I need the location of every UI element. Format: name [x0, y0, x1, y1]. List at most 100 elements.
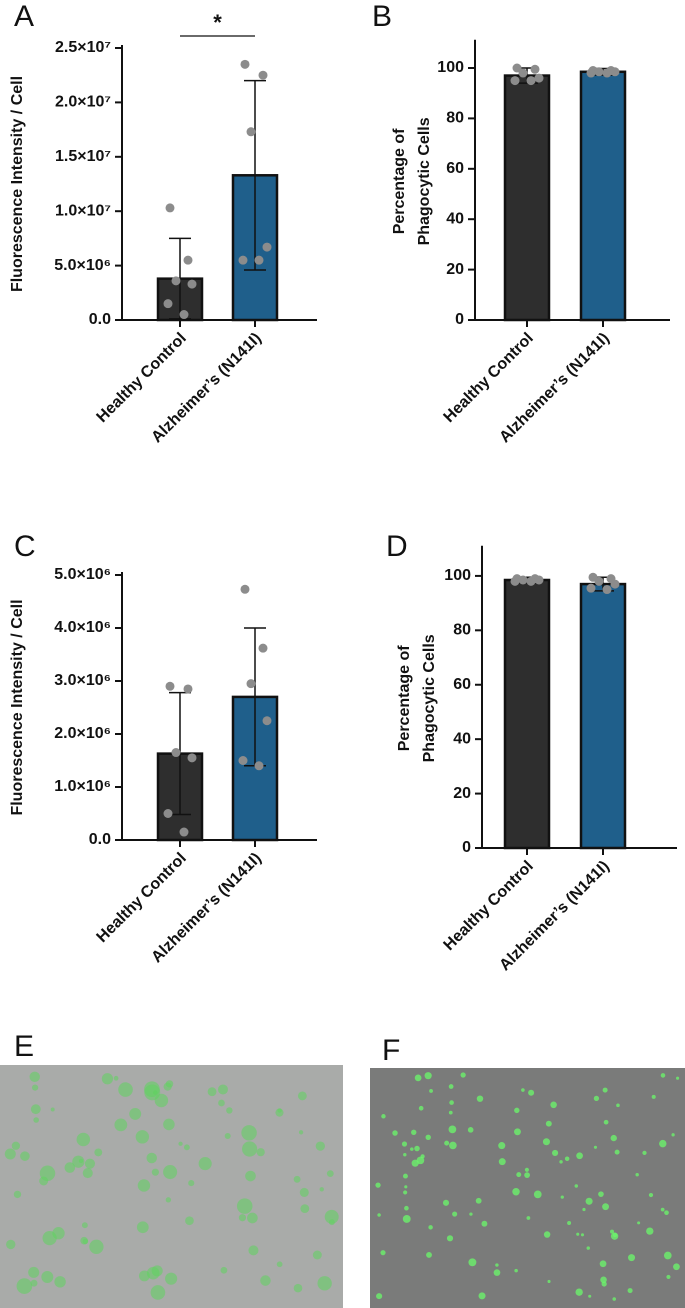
cell [610, 1232, 619, 1240]
cell [449, 1141, 457, 1150]
bar [579, 70, 627, 322]
y-axis-label: Percentage of [396, 645, 413, 751]
data-point [530, 64, 540, 74]
cell [574, 1184, 579, 1188]
cell [514, 1107, 520, 1114]
cell [144, 1081, 160, 1098]
data-point [526, 576, 536, 586]
cell [30, 1104, 41, 1115]
cell [135, 1130, 150, 1144]
cell [30, 1279, 38, 1287]
cell [564, 1156, 570, 1162]
cell [403, 1190, 408, 1195]
y-axis-label: Percentage of [391, 128, 408, 234]
y-tick-label: 0 [455, 311, 464, 328]
data-point [602, 585, 612, 595]
data-point [183, 255, 193, 265]
cell [226, 1107, 233, 1114]
cell [660, 1073, 666, 1078]
cell [242, 1141, 258, 1157]
cell [401, 1141, 408, 1147]
cell [425, 1134, 431, 1141]
cell [319, 1187, 324, 1192]
data-point [534, 575, 544, 585]
cell [381, 1114, 386, 1119]
cell [28, 1266, 40, 1278]
cell [468, 1258, 477, 1267]
y-tick-label: 2.0×10⁷ [55, 94, 111, 111]
cell [469, 1212, 473, 1216]
data-point [238, 255, 248, 265]
bar [503, 578, 551, 850]
y-tick-label: 0.0 [89, 311, 111, 328]
cell [560, 1195, 564, 1199]
data-point [246, 127, 256, 137]
cell [448, 1125, 457, 1134]
panel-label: A [14, 0, 34, 33]
bar [503, 74, 551, 322]
cell [245, 1170, 256, 1182]
cell [635, 1173, 639, 1177]
cell [411, 1129, 417, 1135]
cell [528, 1089, 535, 1096]
cell [84, 1158, 96, 1169]
data-point [187, 753, 197, 763]
y-tick-label: 60 [446, 160, 464, 177]
cell [54, 1276, 66, 1288]
cell [676, 1076, 680, 1080]
cell [449, 1100, 454, 1105]
cell [600, 1276, 607, 1284]
error-bar [169, 237, 191, 320]
cell [642, 1150, 647, 1155]
cell [651, 1094, 656, 1099]
cell [475, 1197, 482, 1204]
cell [4, 1148, 16, 1160]
cell [610, 1134, 617, 1142]
cell [293, 1283, 303, 1293]
data-point [171, 276, 181, 286]
cell [198, 1157, 212, 1171]
cell [256, 1148, 265, 1157]
cell [163, 1118, 175, 1131]
cell [602, 1203, 609, 1211]
y-tick-label: 20 [453, 785, 471, 802]
cell [297, 1091, 307, 1101]
y-tick-label: 4.0×10⁶ [54, 619, 111, 636]
image-e: E [0, 1030, 343, 1308]
data-point [610, 67, 620, 77]
cell [602, 1087, 608, 1093]
cell [588, 1294, 592, 1298]
y-tick-label: 80 [446, 110, 464, 127]
data-point [262, 716, 272, 726]
cell [220, 1266, 228, 1274]
data-point [594, 576, 604, 586]
cell [616, 1103, 620, 1108]
cell [646, 1227, 654, 1235]
data-point [586, 68, 596, 78]
y-tick-label: 5.0×10⁶ [54, 566, 111, 583]
cell [293, 1175, 301, 1183]
panel-label: B [372, 0, 392, 33]
cell [610, 1229, 615, 1234]
cell [276, 1261, 283, 1268]
cell [80, 1236, 88, 1245]
cell [598, 1191, 604, 1197]
cell [673, 1263, 680, 1271]
y-tick-label: 3.0×10⁶ [54, 672, 111, 689]
cell [64, 1162, 76, 1173]
panel-label: E [14, 1030, 34, 1063]
data-point [518, 68, 528, 78]
cell [72, 1155, 85, 1168]
cell [113, 1075, 119, 1081]
cell [298, 1130, 304, 1135]
cell [16, 1278, 33, 1294]
cell [481, 1220, 488, 1227]
cell [467, 1127, 474, 1133]
data-point [258, 70, 268, 80]
data-point [586, 583, 596, 593]
y-tick-label: 20 [446, 261, 464, 278]
cell [89, 1239, 104, 1254]
cell [593, 1145, 598, 1149]
y-tick-label: 0.0 [89, 831, 111, 848]
y-tick-label: 1.5×10⁷ [55, 148, 111, 165]
